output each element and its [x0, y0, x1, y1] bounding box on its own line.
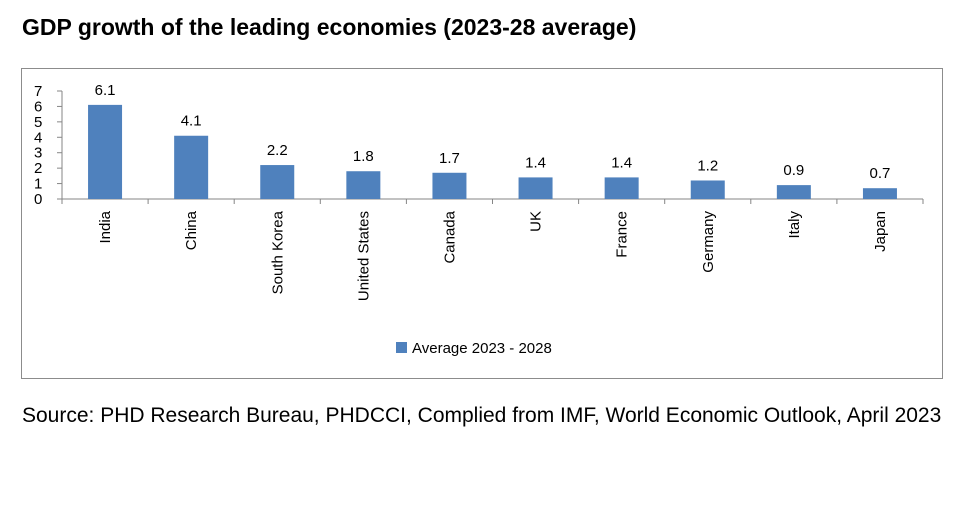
bar-france	[604, 177, 639, 199]
data-label: 2.2	[267, 142, 288, 159]
y-tick-label: 4	[34, 129, 42, 146]
data-label: 6.1	[95, 82, 116, 99]
bar-canada	[432, 172, 467, 199]
bar-china	[174, 135, 209, 199]
chart-frame: 0 1 2 3 4 5 6 7 6.1 India 4.1 China 2.2 South Korea 1.…	[21, 68, 943, 379]
data-label: 0.9	[783, 162, 804, 179]
bar-united-states	[346, 171, 381, 199]
x-category-label: UK	[528, 211, 545, 232]
bar-italy	[776, 185, 811, 199]
y-tick-label: 0	[34, 191, 42, 208]
y-tick-label: 3	[34, 145, 42, 162]
data-label: 1.4	[611, 154, 632, 171]
data-label: 1.8	[353, 148, 374, 165]
x-category-label: Canada	[441, 210, 458, 263]
data-label: 1.7	[439, 150, 460, 167]
chart-title: GDP growth of the leading economies (202…	[22, 14, 637, 40]
data-label: 1.2	[697, 157, 718, 174]
x-category-label: Germany	[700, 211, 717, 273]
y-tick-label: 6	[34, 98, 42, 115]
data-label: 1.4	[525, 154, 546, 171]
y-tick-label: 7	[34, 83, 42, 100]
legend-swatch	[396, 342, 407, 353]
x-category-label: India	[97, 210, 114, 243]
bar-india	[88, 104, 123, 199]
x-category-label: China	[183, 210, 200, 250]
bar-japan	[862, 188, 897, 199]
x-category-label: Italy	[786, 211, 803, 239]
bar-uk	[518, 177, 553, 199]
x-category-label: France	[614, 211, 631, 258]
x-category-label: South Korea	[269, 210, 286, 294]
legend-label: Average 2023 - 2028	[412, 340, 552, 357]
data-label: 4.1	[181, 113, 202, 130]
y-tick-label: 2	[34, 160, 42, 177]
bar-germany	[690, 180, 725, 199]
bar-south-korea	[260, 165, 295, 199]
x-category-label: United States	[355, 211, 372, 301]
y-tick-label: 5	[34, 114, 42, 131]
data-label: 0.7	[870, 165, 891, 182]
source-note: Source: PHD Research Bureau, PHDCCI, Com…	[22, 404, 942, 427]
y-tick-label: 1	[34, 176, 42, 193]
x-category-label: Japan	[872, 211, 889, 252]
